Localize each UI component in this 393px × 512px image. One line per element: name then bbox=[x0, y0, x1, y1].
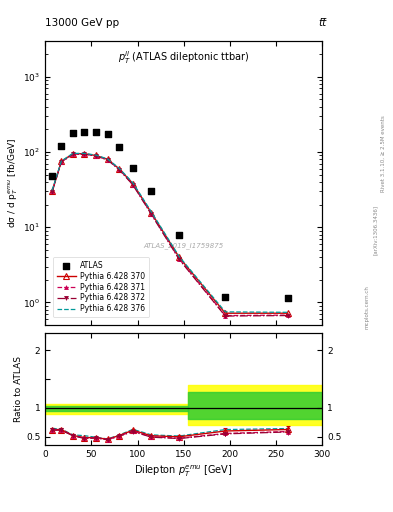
Line: Pythia 6.428 370: Pythia 6.428 370 bbox=[49, 151, 291, 316]
Pythia 6.428 371 bbox=[177, 256, 182, 262]
Pythia 6.428 376 bbox=[130, 180, 135, 186]
Text: tt̅: tt̅ bbox=[318, 18, 326, 28]
Pythia 6.428 371 bbox=[59, 159, 64, 165]
Pythia 6.428 370 bbox=[117, 166, 121, 172]
Text: ATLAS_2019_I1759875: ATLAS_2019_I1759875 bbox=[143, 242, 224, 249]
Pythia 6.428 372 bbox=[59, 159, 64, 165]
Pythia 6.428 370 bbox=[71, 151, 75, 157]
Line: Pythia 6.428 376: Pythia 6.428 376 bbox=[52, 154, 288, 312]
Pythia 6.428 376 bbox=[117, 165, 121, 172]
Pythia 6.428 372 bbox=[71, 151, 75, 157]
Line: Pythia 6.428 372: Pythia 6.428 372 bbox=[50, 152, 290, 318]
ATLAS bbox=[116, 143, 122, 152]
Pythia 6.428 370 bbox=[177, 254, 182, 260]
ATLAS bbox=[58, 142, 64, 150]
Pythia 6.428 376 bbox=[105, 156, 110, 162]
Y-axis label: Ratio to ATLAS: Ratio to ATLAS bbox=[14, 356, 23, 422]
Pythia 6.428 370 bbox=[149, 210, 154, 216]
ATLAS bbox=[285, 294, 291, 302]
ATLAS bbox=[176, 230, 182, 239]
Y-axis label: dσ / d p$_T^{emu}$ [fb/GeV]: dσ / d p$_T^{emu}$ [fb/GeV] bbox=[7, 138, 20, 228]
Pythia 6.428 371 bbox=[117, 166, 121, 173]
Pythia 6.428 370 bbox=[105, 156, 110, 162]
Pythia 6.428 372 bbox=[130, 182, 135, 188]
Pythia 6.428 370 bbox=[223, 310, 228, 316]
Pythia 6.428 372 bbox=[50, 189, 55, 195]
Pythia 6.428 372 bbox=[149, 211, 154, 218]
Pythia 6.428 376 bbox=[94, 152, 98, 158]
ATLAS bbox=[105, 130, 111, 138]
ATLAS bbox=[81, 128, 88, 136]
Pythia 6.428 376 bbox=[285, 309, 290, 315]
Pythia 6.428 370 bbox=[285, 310, 290, 316]
Pythia 6.428 376 bbox=[71, 151, 75, 157]
Pythia 6.428 372 bbox=[105, 157, 110, 163]
Pythia 6.428 371 bbox=[130, 181, 135, 187]
Pythia 6.428 372 bbox=[223, 313, 228, 319]
Pythia 6.428 376 bbox=[82, 151, 87, 157]
Pythia 6.428 371 bbox=[105, 157, 110, 163]
ATLAS bbox=[148, 187, 154, 196]
Text: 13000 GeV pp: 13000 GeV pp bbox=[45, 18, 119, 28]
Legend: ATLAS, Pythia 6.428 370, Pythia 6.428 371, Pythia 6.428 372, Pythia 6.428 376: ATLAS, Pythia 6.428 370, Pythia 6.428 37… bbox=[53, 257, 149, 317]
ATLAS bbox=[49, 172, 55, 180]
Pythia 6.428 376 bbox=[149, 209, 154, 215]
Pythia 6.428 372 bbox=[285, 312, 290, 318]
Text: $p_T^{ll}$ (ATLAS dileptonic ttbar): $p_T^{ll}$ (ATLAS dileptonic ttbar) bbox=[118, 50, 250, 66]
Pythia 6.428 370 bbox=[59, 158, 64, 164]
Pythia 6.428 376 bbox=[59, 158, 64, 164]
Pythia 6.428 372 bbox=[82, 151, 87, 157]
Pythia 6.428 371 bbox=[50, 188, 55, 195]
Pythia 6.428 372 bbox=[94, 153, 98, 159]
Pythia 6.428 371 bbox=[149, 211, 154, 217]
Line: Pythia 6.428 371: Pythia 6.428 371 bbox=[50, 152, 290, 318]
Pythia 6.428 372 bbox=[117, 166, 121, 173]
Pythia 6.428 370 bbox=[130, 181, 135, 187]
ATLAS bbox=[130, 163, 136, 172]
Pythia 6.428 376 bbox=[177, 253, 182, 260]
Pythia 6.428 372 bbox=[177, 256, 182, 262]
ATLAS bbox=[93, 128, 99, 136]
Pythia 6.428 370 bbox=[50, 188, 55, 195]
ATLAS bbox=[222, 292, 228, 301]
Pythia 6.428 371 bbox=[82, 151, 87, 157]
X-axis label: Dilepton $p_T^{emu}$ [GeV]: Dilepton $p_T^{emu}$ [GeV] bbox=[134, 463, 233, 479]
ATLAS bbox=[70, 129, 76, 137]
Pythia 6.428 371 bbox=[285, 312, 290, 318]
Pythia 6.428 370 bbox=[94, 153, 98, 159]
Pythia 6.428 371 bbox=[94, 153, 98, 159]
Text: mcplots.cern.ch: mcplots.cern.ch bbox=[365, 285, 370, 329]
Text: Rivet 3.1.10, ≥ 2.5M events: Rivet 3.1.10, ≥ 2.5M events bbox=[381, 115, 386, 192]
Pythia 6.428 371 bbox=[223, 312, 228, 318]
Pythia 6.428 370 bbox=[82, 151, 87, 157]
Pythia 6.428 376 bbox=[223, 309, 228, 315]
Text: [arXiv:1306.3436]: [arXiv:1306.3436] bbox=[373, 205, 378, 255]
Pythia 6.428 376 bbox=[50, 187, 55, 194]
Pythia 6.428 371 bbox=[71, 151, 75, 157]
